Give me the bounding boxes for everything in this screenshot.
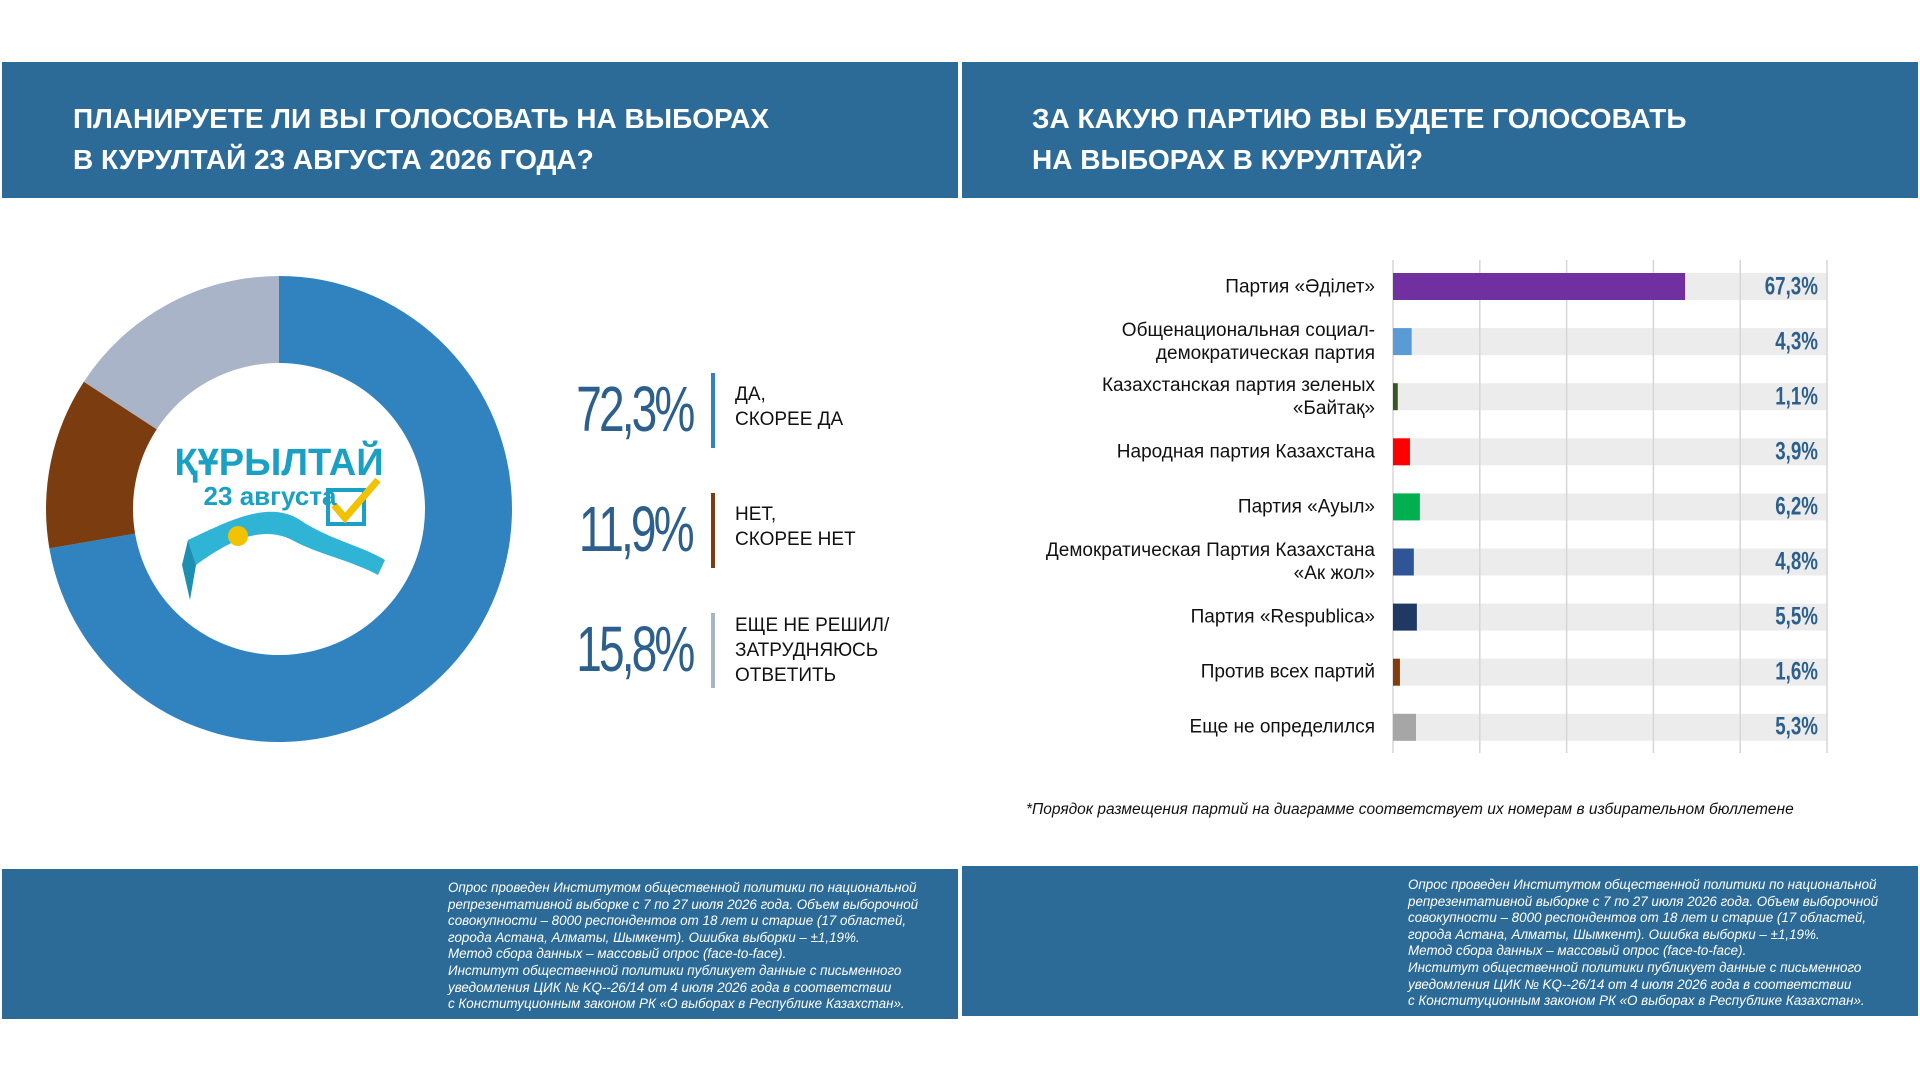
bar <box>1393 548 1414 576</box>
category-label: Казахстанская партия зеленых «Байтақ» <box>1101 374 1375 419</box>
category-label: Партия «Respublica» <box>1190 606 1375 628</box>
emblem-date: 23 августа <box>204 481 337 511</box>
note-line: Опрос проведен Институтом общественной п… <box>448 880 917 895</box>
legend-label: НЕТ, СКОРЕЕ НЕТ <box>735 504 856 550</box>
value-label: 1,6% <box>1775 657 1818 686</box>
value-label: 15,8% <box>575 613 695 685</box>
value-label: 3,9% <box>1775 437 1818 466</box>
bar <box>1393 603 1417 631</box>
note-line: города Астана, Алматы, Шымкент). Ошибка … <box>1408 926 1820 942</box>
bar-track <box>1393 603 1827 631</box>
note-line: города Астана, Алматы, Шымкент). Ошибка … <box>448 929 860 945</box>
donut-slice <box>83 276 280 430</box>
category-label: Демократическая Партия Казахстана «Ак жо… <box>1045 540 1375 584</box>
note-line: уведомления ЦИК № KQ--26/14 от 4 июля 20… <box>448 979 892 995</box>
bar-track <box>1393 658 1827 686</box>
bar <box>1393 438 1410 466</box>
checkmark <box>331 477 381 524</box>
bar-track <box>1393 328 1827 356</box>
bar-track <box>1393 713 1827 741</box>
category-label: Общенациональная социал- демократическая… <box>1121 319 1375 364</box>
category-label: Партия «Әділет» <box>1225 276 1375 297</box>
note-line: с Конституционным законом РК «О выборах … <box>1408 993 1865 1009</box>
note-line: репрезентативной выборке с 7 по 27 июля … <box>448 896 919 912</box>
header-right <box>962 62 1918 198</box>
ribbon <box>188 511 385 575</box>
footnote: *Порядок размещения партий на диаграмме … <box>1026 801 1794 818</box>
bar <box>1393 658 1400 686</box>
bar <box>1393 273 1686 300</box>
value-label: 5,5% <box>1775 602 1818 631</box>
chart-title: ПЛАНИРУЕТЕ ЛИ ВЫ ГОЛОСОВАТЬ НА ВЫБОРАХ В… <box>73 103 770 175</box>
note-line: Метод сбора данных – массовый опрос (fac… <box>1408 943 1747 959</box>
bar <box>1393 383 1398 411</box>
bar-track <box>1393 493 1827 521</box>
note-line: совокупности – 8000 респондентов от 18 л… <box>1408 910 1867 926</box>
legend-label: ЕЩЕ НЕ РЕШИЛ/ ЗАТРУДНЯЮСЬ ОТВЕТИТЬ <box>735 615 890 686</box>
donut-slice <box>46 381 157 549</box>
legend-bar <box>711 373 715 448</box>
value-label: 1,1% <box>1775 382 1818 411</box>
header-left <box>2 62 958 198</box>
checkbox <box>326 488 366 526</box>
note-line: Институт общественной политики публикует… <box>1408 960 1862 975</box>
donut-slice <box>49 276 513 742</box>
value-label: 4,3% <box>1775 327 1818 356</box>
emblem-title: ҚҰРЫЛТАЙ <box>174 439 383 484</box>
bar <box>1393 493 1420 521</box>
legend-bar <box>711 493 715 568</box>
bar-track <box>1393 548 1827 576</box>
bar-track <box>1393 383 1827 411</box>
note-line: с Конституционным законом РК «О выборах … <box>448 996 905 1012</box>
value-label: 6,2% <box>1775 492 1818 521</box>
note-line: уведомления ЦИК № KQ--26/14 от 4 июля 20… <box>1408 976 1852 992</box>
value-label: 5,3% <box>1775 712 1818 741</box>
value-label: 11,9% <box>579 493 695 565</box>
footer-right <box>962 866 1918 1016</box>
value-label: 67,3% <box>1764 272 1818 300</box>
value-label: 72,3% <box>575 373 695 445</box>
note-line: Опрос проведен Институтом общественной п… <box>1408 877 1877 892</box>
bar <box>1393 328 1412 356</box>
ribbon-fold <box>182 540 196 600</box>
note-line: репрезентативной выборке с 7 по 27 июля … <box>1408 893 1879 909</box>
note-line: Метод сбора данных – массовый опрос (fac… <box>448 946 787 962</box>
category-label: Против всех партий <box>1200 661 1375 683</box>
bar <box>1393 713 1417 741</box>
note-line: совокупности – 8000 респондентов от 18 л… <box>448 913 907 929</box>
legend-bar <box>711 613 715 688</box>
category-label: Народная партия Казахстана <box>1116 441 1375 463</box>
legend-label: ДА, СКОРЕЕ ДА <box>735 384 844 430</box>
sun <box>228 526 248 546</box>
category-label: Партия «Ауыл» <box>1237 496 1375 518</box>
note-line: Институт общественной политики публикует… <box>448 963 902 978</box>
bar-track <box>1393 438 1827 466</box>
footer-left <box>2 869 958 1019</box>
chart-title: ЗА КАКУЮ ПАРТИЮ ВЫ БУДЕТЕ ГОЛОСОВАТЬ НА … <box>1032 103 1687 175</box>
category-label: Еще не определился <box>1189 716 1375 738</box>
value-label: 4,8% <box>1775 547 1818 576</box>
